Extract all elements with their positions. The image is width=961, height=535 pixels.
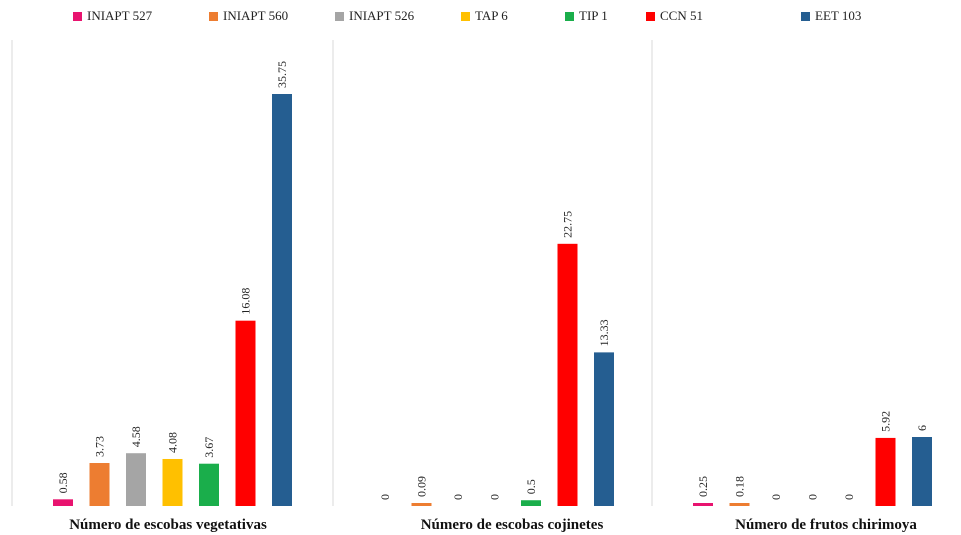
data-label: 0.25 xyxy=(696,476,710,497)
bar xyxy=(557,243,578,506)
legend-item: INIAPT 560 xyxy=(209,8,288,24)
chart-legend: INIAPT 527 INIAPT 560 INIAPT 526 TAP 6 TIP 1… xyxy=(0,8,961,32)
data-label: 0.58 xyxy=(56,472,70,493)
data-label: 22.75 xyxy=(561,211,575,238)
bar xyxy=(693,503,713,506)
legend-label: CCN 51 xyxy=(660,8,703,23)
legend-label: INIAPT 527 xyxy=(87,8,153,23)
data-label: 35.75 xyxy=(275,61,289,88)
data-label: 3.73 xyxy=(93,436,107,457)
data-label: 0.5 xyxy=(524,479,538,494)
bar xyxy=(875,437,896,506)
bar xyxy=(89,463,110,506)
legend-swatch xyxy=(565,11,574,21)
legend-item: INIAPT 526 xyxy=(335,8,414,24)
legend-swatch xyxy=(801,11,810,21)
data-label: 0 xyxy=(806,494,820,500)
legend-item: EET 103 xyxy=(801,8,861,24)
bar xyxy=(912,437,932,506)
data-label: 3.67 xyxy=(202,437,216,458)
legend-item: CCN 51 xyxy=(646,8,703,24)
data-label: 0.18 xyxy=(733,476,747,497)
bar xyxy=(162,458,183,506)
legend-item: TIP 1 xyxy=(565,8,608,24)
legend-swatch xyxy=(73,11,82,21)
legend-item: TAP 6 xyxy=(461,8,508,24)
data-label: 5.92 xyxy=(879,411,893,432)
data-label: 0.09 xyxy=(415,476,429,497)
bar xyxy=(53,499,73,506)
data-label: 4.08 xyxy=(166,432,180,453)
data-label: 6 xyxy=(915,425,929,431)
legend-label: INIAPT 560 xyxy=(223,8,289,23)
legend-label: TAP 6 xyxy=(475,8,508,23)
legend-swatch xyxy=(335,11,344,21)
bar xyxy=(521,500,541,506)
bar xyxy=(272,94,292,506)
legend-label: EET 103 xyxy=(815,8,862,23)
bar xyxy=(126,453,146,506)
bar xyxy=(235,320,256,506)
bar xyxy=(199,463,219,506)
panel-title: Número de escobas vegetativas xyxy=(69,517,267,533)
data-label: 4.58 xyxy=(129,426,143,447)
bar xyxy=(411,503,432,506)
legend-swatch xyxy=(646,11,655,21)
panel-title: Número de escobas cojinetes xyxy=(421,517,604,533)
legend-label: INIAPT 526 xyxy=(349,8,415,23)
bar xyxy=(729,503,750,506)
legend-swatch xyxy=(209,11,218,21)
data-label: 0 xyxy=(769,494,783,500)
bar xyxy=(594,352,614,506)
data-label: 0 xyxy=(488,494,502,500)
data-label: 16.08 xyxy=(239,288,253,315)
legend-label: TIP 1 xyxy=(579,8,608,23)
data-label: 0 xyxy=(451,494,465,500)
legend-item: INIAPT 527 xyxy=(73,8,152,24)
legend-swatch xyxy=(461,11,470,21)
data-label: 0 xyxy=(842,494,856,500)
panel-title: Número de frutos chirimoya xyxy=(735,517,917,533)
data-label: 13.33 xyxy=(597,319,611,346)
data-label: 0 xyxy=(378,494,392,500)
